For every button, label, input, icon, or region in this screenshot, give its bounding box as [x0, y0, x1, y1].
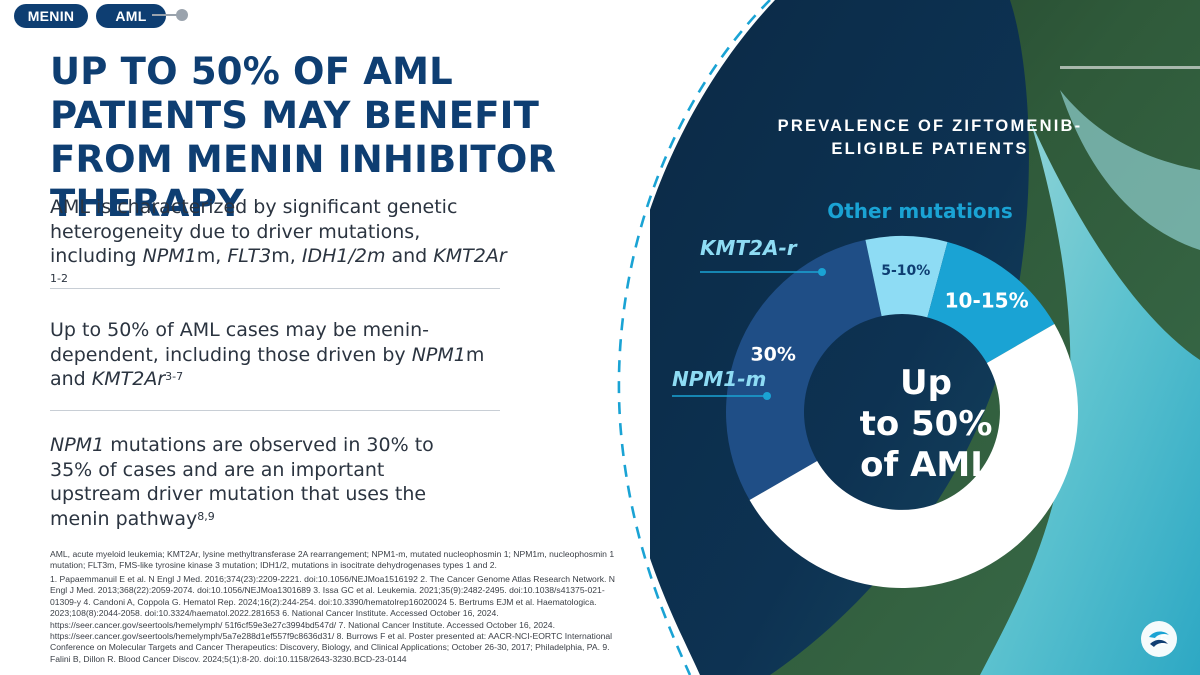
donut-slice-npm1	[726, 239, 882, 501]
tag-end-dot	[176, 9, 188, 21]
tag-menin: MENIN	[14, 4, 88, 28]
page-title: UP TO 50% OF AML PATIENTS MAY BENEFIT FR…	[50, 50, 557, 225]
tag-aml: AML	[96, 4, 166, 28]
donut-center-label: to 50%	[860, 404, 993, 444]
donut-slice-kmt2a	[865, 236, 948, 318]
kmt2a-label-leader-dot	[818, 268, 826, 276]
bullet-3: NPM1 mutations are observed in 30% to 35…	[50, 434, 434, 530]
donut-center-label: of AML	[860, 445, 992, 485]
chart-title: PREVALENCE OF ZIFTOMENIB-ELIGIBLE PATIEN…	[777, 117, 1083, 158]
kmt2a-label: KMT2A-r	[700, 236, 798, 260]
company-logo-icon	[1141, 621, 1177, 657]
divider-2	[50, 410, 500, 411]
bullet-2: Up to 50% of AML cases may be menin-depe…	[50, 319, 485, 390]
slice-value-label: 10-15%	[945, 289, 1029, 313]
npm1-label: NPM1-m	[672, 367, 766, 391]
slice-value-label: 30%	[750, 344, 795, 366]
references-footnote: 1. Papaemmanuil E et al. N Engl J Med. 2…	[50, 574, 615, 664]
divider-1	[50, 288, 500, 289]
slice-value-label: 5-10%	[881, 263, 930, 279]
donut-center-label: Up	[900, 363, 952, 403]
npm1-label-leader-dot	[763, 392, 771, 400]
abbreviations-footnote: AML, acute myeloid leukemia; KMT2Ar, lys…	[50, 549, 615, 571]
bullet-1: AML is characterized by significant gene…	[50, 196, 507, 285]
other-mutations-label: Other mutations	[827, 199, 1013, 223]
donut-slice-other-mutations	[927, 241, 1055, 363]
donut-slice-remainder	[749, 324, 1078, 589]
tag-connector	[152, 14, 182, 16]
